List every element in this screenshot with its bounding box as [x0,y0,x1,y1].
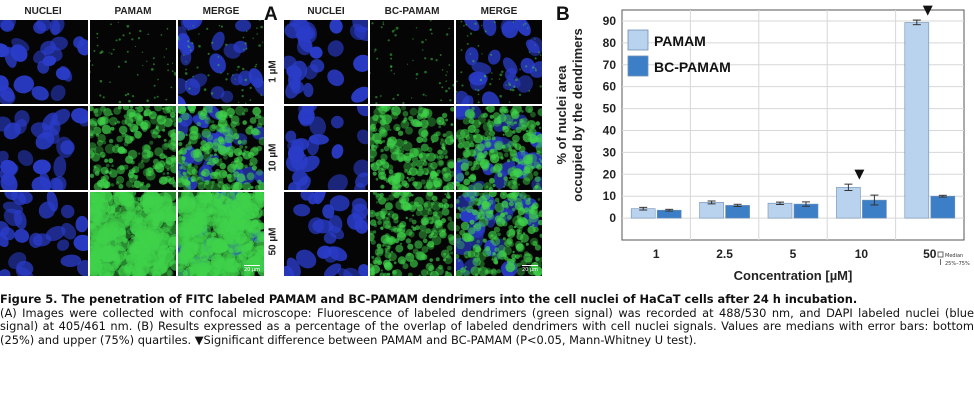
legend-label-bc-pamam: BC-PAMAM [654,59,731,75]
micrograph-image [456,192,542,276]
micrograph-pamam-merge-row-3: 20 µm [178,192,264,276]
y-tick-label: 40 [603,123,617,137]
micrograph-bc-pamam-merge-row-2 [456,106,542,190]
column-header-bc-pamam: BC-PAMAM [384,6,440,17]
bar-pamam-2.5 [699,202,724,219]
figure-5: NUCLEI PAMAM MERGE 1 µM 10 µM 50 µM A NU… [0,4,970,283]
concentration-label-50: 50 µM [267,227,279,256]
y-tick-label: 20 [603,167,617,181]
y-tick-label: 80 [603,36,617,50]
legend-swatch-bc-pamam [627,55,649,77]
micrograph-image [90,192,176,276]
micrograph-pamam-merge-row-2 [178,106,264,190]
micrograph-bc-pamam-merge-row-1 [456,20,542,104]
y-tick-label: 70 [603,58,617,72]
significance-marker: ▼ [923,4,933,18]
y-tick-label: 50 [603,102,617,116]
x-tick-label: 2.5 [716,247,733,261]
bar-bc-pamam-50 [930,195,956,219]
micrograph-image [285,106,368,190]
micrograph-pamam-dendrimer-row-3 [90,192,176,276]
column-header-merge-right: MERGE [480,6,518,17]
column-header-nuclei-right: NUCLEI [307,6,345,17]
micrograph-image [0,192,88,276]
y-axis-label-line-1: % of nuclei area [554,65,569,165]
micrograph-image [0,20,88,104]
x-tick-label: 1 [653,247,660,261]
scale-bar [244,265,260,266]
micrograph-bc-pamam-nuclei-row-1 [284,20,368,104]
column-header-nuclei-left: NUCLEI [24,6,62,17]
x-tick-label: 5 [790,247,797,261]
bar-pamam-50 [904,22,930,219]
micrograph-image [284,20,368,103]
micrograph-bc-pamam-merge-row-3: 20 µm [456,192,542,276]
scale-bar-label: 20 µm [521,267,538,273]
micrograph-image [178,192,264,276]
micrograph-pamam-nuclei-row-3 [0,192,88,276]
micrograph-pamam-merge-row-1 [178,20,264,104]
micrograph-image [370,106,454,190]
micrograph-bc-pamam-dendrimer-row-1 [370,20,454,104]
panel-a-label: A [264,4,278,25]
significance-marker: ▼ [854,167,864,182]
micrograph-bc-pamam-nuclei-row-2 [284,106,368,190]
micrograph-image [0,108,88,190]
micrograph-image [370,20,454,104]
micrograph-pamam-nuclei-row-1 [0,20,88,104]
legend-swatch-pamam [627,29,649,51]
micrograph-bc-pamam-dendrimer-row-3 [370,192,454,276]
micrograph-image [370,192,454,276]
x-tick-label: 50 [923,247,937,261]
x-axis-label: Concentration [µM] [734,268,853,283]
bar-bc-pamam-2.5 [725,205,750,219]
column-header-merge-left: MERGE [202,6,240,17]
y-axis-label-line-2: occupied by the dendrimers [570,28,585,201]
mini-legend-median: Median [945,253,963,259]
panel-b-label: B [556,4,570,25]
micrograph-image [456,20,542,104]
y-tick-label: 30 [603,145,617,159]
x-tick-label: 10 [855,247,869,261]
y-tick-label: 90 [603,14,617,28]
column-header-pamam: PAMAM [114,6,152,17]
micrograph-image [178,20,264,104]
bar-pamam-10 [836,187,861,219]
micrograph-image [456,106,542,190]
figure-caption: Figure 5. The penetration of FITC labele… [0,292,974,347]
micrograph-image [178,106,264,190]
micrograph-image [90,21,176,104]
mini-legend-quartile: 25%–75% [945,261,970,267]
micrograph-pamam-dendrimer-row-1 [90,20,176,104]
micrograph-image [284,192,368,276]
scale-bar-label: 20 µm [243,267,260,273]
mini-legend-median-icon [937,251,944,258]
legend-label-pamam: PAMAM [654,33,706,49]
scale-bar [522,265,538,266]
caption-title: Figure 5. The penetration of FITC labele… [0,292,858,306]
y-tick-label: 10 [603,189,617,203]
caption-body: (A) Images were collected with confocal … [0,306,974,347]
bar-pamam-5 [767,202,793,219]
micrograph-bc-pamam-nuclei-row-3 [284,192,368,276]
concentration-label-10: 10 µM [267,143,279,172]
micrograph-pamam-nuclei-row-2 [0,106,88,190]
micrograph-image [90,106,176,190]
concentration-label-1: 1 µM [267,60,279,83]
micrograph-pamam-dendrimer-row-2 [90,106,176,190]
bar-chart-nuclei-area: 0 10 20 30 40 50 60 70 80 90 1 2.5 5 10 ▼ 50 ▼ Concentrat… [554,4,970,283]
y-tick-label: 0 [609,211,616,225]
y-tick-label: 60 [603,80,617,94]
micrograph-bc-pamam-dendrimer-row-2 [370,106,454,190]
